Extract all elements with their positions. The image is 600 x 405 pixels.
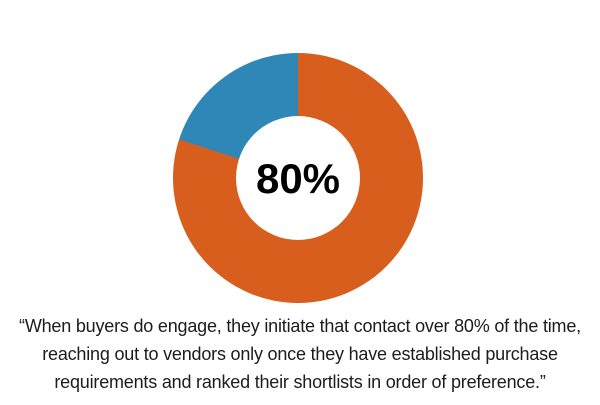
donut-center-percentage: 80% — [255, 155, 341, 202]
quote-line-1: “When buyers do engage, they initiate th… — [19, 316, 581, 336]
donut-hole: 80% — [236, 116, 360, 240]
donut-chart: 80% — [173, 53, 423, 303]
quote-line-2: reaching out to vendors only once they h… — [42, 344, 558, 364]
quote-block: “When buyers do engage, they initiate th… — [0, 312, 600, 396]
quote-line-3: requirements and ranked their shortlists… — [54, 372, 546, 392]
